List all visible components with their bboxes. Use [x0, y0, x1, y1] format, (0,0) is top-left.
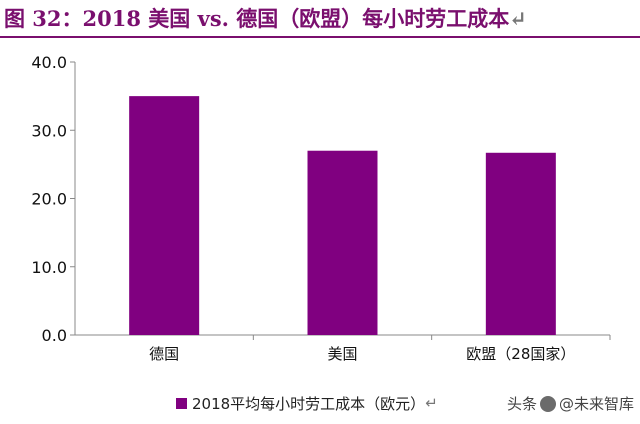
watermark: 头条 @ 未来智库 — [507, 393, 634, 414]
y-tick-label: 40.0 — [31, 53, 67, 72]
x-tick-label: 欧盟（28国家） — [466, 345, 575, 363]
return-mark: ↵ — [425, 394, 438, 412]
watermark-name: 未来智库 — [573, 395, 634, 413]
bar — [307, 150, 378, 335]
figure-title-text: 2018 美国 vs. 德国（欧盟）每小时劳工成本 — [82, 6, 510, 31]
y-tick-label: 10.0 — [31, 258, 67, 277]
figure-title: 图 32：2018 美国 vs. 德国（欧盟）每小时劳工成本↵ — [4, 4, 636, 34]
y-tick-label: 30.0 — [31, 121, 67, 140]
title-divider — [0, 36, 640, 38]
return-mark: ↵ — [509, 6, 527, 31]
bar — [129, 96, 200, 335]
legend-swatch — [176, 397, 187, 409]
watermark-prefix: 头条 — [506, 395, 537, 413]
bar — [485, 152, 556, 335]
wechat-icon — [539, 395, 556, 412]
x-tick-label: 美国 — [327, 345, 357, 363]
y-tick-label: 20.0 — [31, 190, 67, 209]
x-tick-label: 德国 — [149, 345, 179, 363]
y-tick-label: 0.0 — [42, 326, 67, 345]
legend-label: 2018平均每小时劳工成本（欧元） — [192, 394, 426, 413]
figure-number: 图 32： — [4, 6, 83, 31]
watermark-separator: @ — [558, 394, 574, 413]
bar-chart: 0.0 10.0 20.0 30.0 40.0 德国 美国 欧盟（28国家） — [31, 53, 611, 363]
legend: 2018平均每小时劳工成本（欧元） ↵ — [176, 392, 438, 414]
